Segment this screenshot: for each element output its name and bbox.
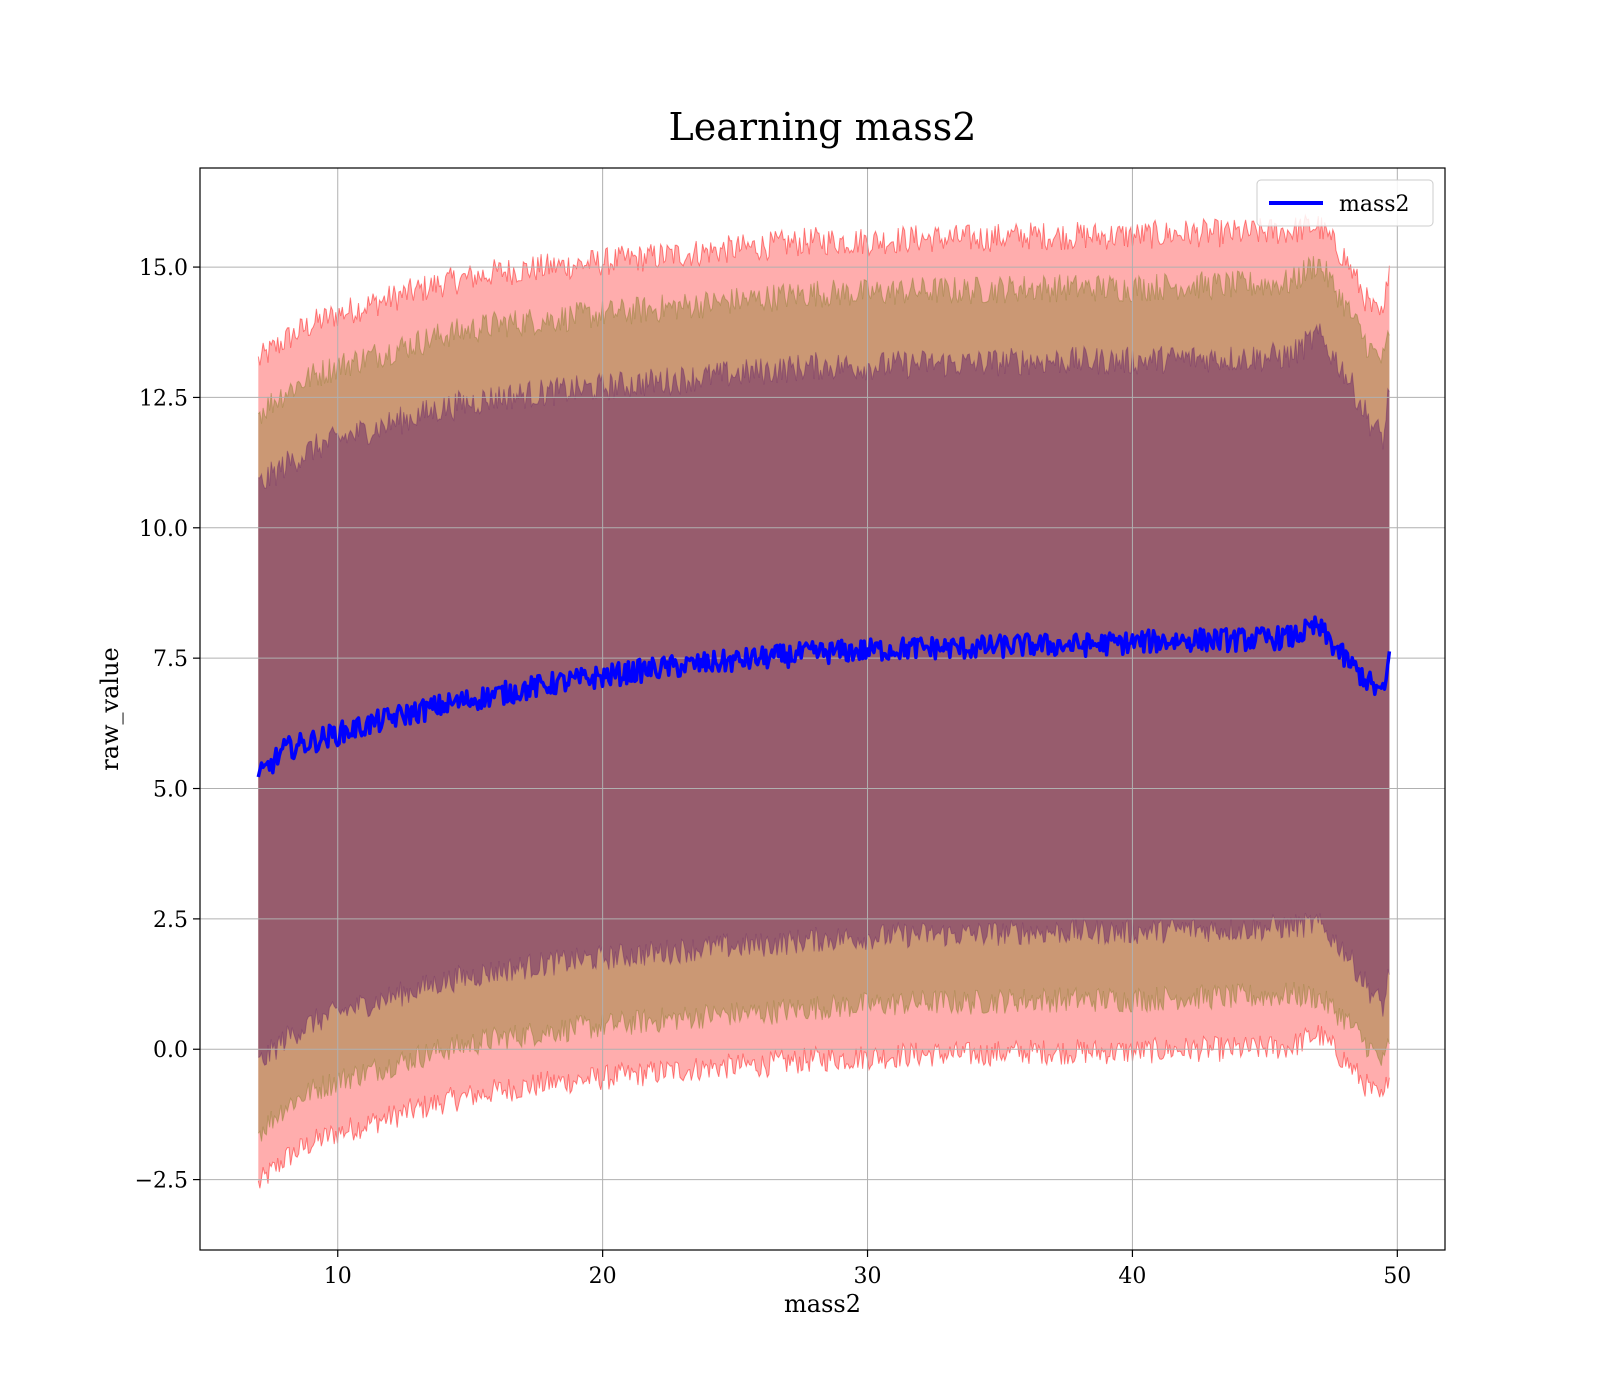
series-line-mass2 xyxy=(256,615,1392,778)
legend-box xyxy=(1256,179,1434,227)
legend: mass2 xyxy=(1256,179,1434,227)
y-tick-label: 12.5 xyxy=(139,386,188,411)
y-tick-label: 2.5 xyxy=(153,908,188,933)
x-tick-label: 20 xyxy=(589,1264,617,1289)
plot-frame xyxy=(199,167,1446,1251)
band-inner-upper-edge xyxy=(258,323,1390,490)
x-axis-title: mass2 xyxy=(784,1290,861,1318)
band-outer-lower-edge xyxy=(257,1025,1390,1189)
chart-title: Learning mass2 xyxy=(669,105,977,149)
x-tick-label: 40 xyxy=(1118,1264,1146,1289)
y-tick-label: 0.0 xyxy=(153,1038,188,1063)
y-tick-label: 15.0 xyxy=(139,256,188,281)
band-middle-upper-edge xyxy=(257,256,1390,424)
series-lines xyxy=(256,615,1392,778)
x-tick-label: 50 xyxy=(1383,1264,1411,1289)
x-tick-label: 30 xyxy=(854,1264,882,1289)
y-axis-ticks: −2.5 0.0 2.5 5.0 7.5 10.0 12.5 15.0 xyxy=(135,256,200,1194)
band-inner xyxy=(258,323,1390,1066)
band-inner-lower-edge xyxy=(258,912,1390,1066)
confidence-bands xyxy=(257,213,1390,1189)
x-tick-label: 10 xyxy=(324,1264,352,1289)
y-tick-label: 5.0 xyxy=(153,778,188,803)
x-axis-ticks: 10 20 30 40 50 xyxy=(324,1250,1411,1289)
y-tick-label: −2.5 xyxy=(135,1169,188,1194)
y-axis-title: raw_value xyxy=(96,647,124,771)
y-tick-label: 7.5 xyxy=(153,647,188,672)
y-tick-label: 10.0 xyxy=(139,517,188,542)
grid-lines xyxy=(200,168,1445,1250)
band-outer-upper-edge xyxy=(257,213,1390,366)
legend-label-mass2: mass2 xyxy=(1339,192,1410,217)
